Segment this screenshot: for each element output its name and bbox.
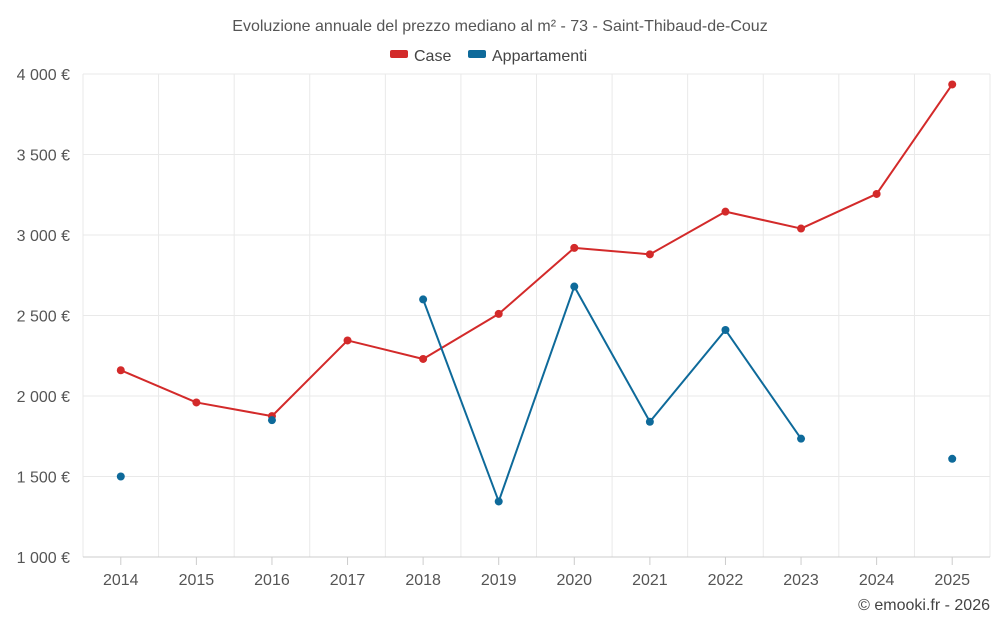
y-axis-ticks: 1 000 € 1 500 € 2 000 € 2 500 € 3 000 € 3 500… bbox=[17, 67, 70, 567]
gridlines bbox=[82, 73, 991, 557]
data-point bbox=[797, 434, 806, 443]
x-tick-label: 2022 bbox=[708, 572, 744, 589]
data-point bbox=[116, 472, 125, 481]
x-axis-ticks: 2014 2015 2016 2017 2018 2019 2020 2021 2022 2023… bbox=[83, 556, 990, 589]
x-tick-label: 2023 bbox=[783, 572, 819, 589]
data-point bbox=[192, 398, 201, 407]
x-tick-label: 2015 bbox=[179, 572, 215, 589]
data-point bbox=[570, 282, 579, 291]
legend-item-case: Case bbox=[390, 48, 451, 65]
x-tick-label: 2024 bbox=[859, 572, 895, 589]
data-point bbox=[494, 309, 503, 318]
x-tick-label: 2014 bbox=[103, 572, 139, 589]
data-point bbox=[645, 417, 654, 426]
y-tick-label: 2 000 € bbox=[17, 389, 70, 406]
series-layer bbox=[116, 80, 957, 506]
legend-label: Case bbox=[414, 48, 451, 65]
y-tick-label: 2 500 € bbox=[17, 309, 70, 326]
x-tick-label: 2017 bbox=[330, 572, 366, 589]
series-appartamenti bbox=[116, 282, 957, 506]
legend: Case Appartamenti bbox=[390, 48, 587, 65]
data-point bbox=[948, 80, 957, 89]
legend-label: Appartamenti bbox=[492, 48, 587, 65]
x-tick-label: 2021 bbox=[632, 572, 668, 589]
data-point bbox=[797, 224, 806, 233]
legend-item-appartamenti: Appartamenti bbox=[468, 48, 587, 65]
data-point bbox=[570, 243, 579, 252]
y-tick-label: 1 000 € bbox=[17, 550, 70, 567]
legend-swatch bbox=[390, 50, 408, 58]
data-point bbox=[872, 189, 881, 198]
data-point bbox=[948, 454, 957, 463]
data-point bbox=[721, 325, 730, 334]
y-tick-label: 4 000 € bbox=[17, 67, 70, 84]
y-tick-label: 3 500 € bbox=[17, 148, 70, 165]
legend-swatch bbox=[468, 50, 486, 58]
data-point bbox=[343, 336, 352, 345]
x-tick-label: 2018 bbox=[405, 572, 441, 589]
y-tick-label: 1 500 € bbox=[17, 470, 70, 487]
data-point bbox=[419, 295, 428, 304]
series-line bbox=[422, 285, 802, 503]
series-line bbox=[120, 83, 954, 418]
chart-title: Evoluzione annuale del prezzo mediano al… bbox=[232, 18, 767, 35]
x-tick-label: 2016 bbox=[254, 572, 290, 589]
data-point bbox=[267, 416, 276, 425]
x-tick-label: 2025 bbox=[934, 572, 970, 589]
data-point bbox=[645, 250, 654, 259]
data-point bbox=[116, 366, 125, 375]
credit-text: © emooki.fr - 2026 bbox=[858, 597, 990, 614]
data-point bbox=[419, 354, 428, 363]
x-tick-label: 2019 bbox=[481, 572, 517, 589]
y-tick-label: 3 000 € bbox=[17, 228, 70, 245]
data-point bbox=[721, 207, 730, 216]
x-tick-label: 2020 bbox=[556, 572, 592, 589]
data-point bbox=[494, 497, 503, 506]
